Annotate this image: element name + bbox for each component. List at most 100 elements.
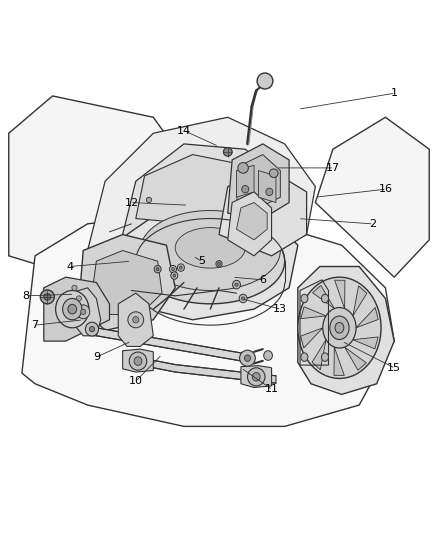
- Polygon shape: [301, 307, 326, 319]
- Polygon shape: [315, 117, 429, 277]
- Polygon shape: [300, 328, 323, 348]
- Polygon shape: [345, 347, 366, 370]
- Ellipse shape: [56, 290, 89, 328]
- Polygon shape: [353, 337, 378, 349]
- Ellipse shape: [216, 261, 222, 267]
- Polygon shape: [44, 277, 110, 341]
- Ellipse shape: [146, 197, 152, 203]
- Polygon shape: [258, 171, 276, 203]
- Ellipse shape: [129, 352, 147, 370]
- Ellipse shape: [140, 211, 280, 290]
- Ellipse shape: [44, 294, 51, 300]
- Ellipse shape: [171, 272, 178, 279]
- Text: 16: 16: [378, 184, 392, 194]
- Ellipse shape: [77, 305, 90, 319]
- Polygon shape: [241, 366, 272, 387]
- Ellipse shape: [177, 264, 184, 271]
- Text: 17: 17: [326, 163, 340, 173]
- Ellipse shape: [180, 266, 182, 269]
- Polygon shape: [79, 235, 175, 330]
- Ellipse shape: [239, 294, 247, 303]
- Ellipse shape: [72, 285, 77, 290]
- Polygon shape: [334, 347, 344, 375]
- Ellipse shape: [242, 185, 249, 193]
- Ellipse shape: [257, 73, 273, 89]
- Text: 10: 10: [129, 376, 143, 386]
- Polygon shape: [228, 144, 289, 219]
- Ellipse shape: [85, 322, 99, 336]
- Polygon shape: [312, 340, 326, 370]
- Polygon shape: [237, 203, 267, 240]
- Polygon shape: [70, 288, 101, 336]
- Ellipse shape: [238, 163, 248, 173]
- Ellipse shape: [173, 274, 176, 277]
- Ellipse shape: [235, 283, 238, 286]
- Text: 12: 12: [124, 198, 138, 207]
- Polygon shape: [88, 117, 315, 272]
- Ellipse shape: [81, 309, 86, 314]
- Polygon shape: [123, 144, 285, 256]
- Text: 15: 15: [387, 363, 401, 373]
- Ellipse shape: [74, 306, 79, 312]
- Polygon shape: [118, 293, 153, 346]
- Polygon shape: [237, 155, 280, 208]
- Polygon shape: [313, 286, 334, 309]
- Polygon shape: [88, 325, 250, 362]
- Ellipse shape: [241, 297, 245, 300]
- Ellipse shape: [175, 228, 245, 268]
- Ellipse shape: [269, 169, 278, 177]
- Text: 14: 14: [177, 126, 191, 135]
- Text: 9: 9: [93, 352, 100, 362]
- Ellipse shape: [252, 373, 260, 381]
- Ellipse shape: [63, 298, 82, 320]
- Polygon shape: [123, 203, 298, 320]
- Polygon shape: [9, 96, 184, 266]
- Ellipse shape: [134, 357, 142, 366]
- Ellipse shape: [233, 280, 240, 289]
- Polygon shape: [353, 286, 367, 316]
- Ellipse shape: [156, 268, 159, 271]
- Polygon shape: [136, 155, 245, 224]
- Ellipse shape: [128, 312, 144, 328]
- Ellipse shape: [247, 368, 265, 386]
- Ellipse shape: [218, 262, 220, 265]
- Polygon shape: [123, 349, 153, 372]
- Ellipse shape: [223, 148, 232, 156]
- Text: 11: 11: [265, 384, 279, 394]
- Polygon shape: [335, 280, 345, 309]
- Text: 6: 6: [259, 275, 266, 285]
- Ellipse shape: [133, 317, 139, 323]
- Polygon shape: [237, 165, 254, 197]
- Ellipse shape: [264, 351, 272, 360]
- Text: 5: 5: [198, 256, 205, 266]
- Polygon shape: [298, 266, 394, 394]
- Ellipse shape: [330, 316, 349, 340]
- Polygon shape: [356, 308, 378, 328]
- Ellipse shape: [323, 308, 356, 348]
- Ellipse shape: [40, 290, 54, 304]
- Ellipse shape: [89, 326, 95, 332]
- Ellipse shape: [68, 304, 77, 314]
- Ellipse shape: [170, 265, 177, 273]
- Polygon shape: [228, 192, 272, 256]
- Ellipse shape: [335, 322, 344, 333]
- Polygon shape: [219, 171, 307, 256]
- Polygon shape: [22, 213, 394, 426]
- Ellipse shape: [76, 296, 81, 301]
- Ellipse shape: [301, 294, 308, 303]
- Polygon shape: [131, 356, 276, 383]
- Ellipse shape: [136, 219, 285, 304]
- Text: 2: 2: [369, 219, 376, 229]
- Ellipse shape: [266, 188, 273, 196]
- Polygon shape: [92, 251, 162, 314]
- Ellipse shape: [321, 294, 328, 303]
- Ellipse shape: [244, 355, 251, 361]
- Ellipse shape: [301, 353, 308, 361]
- Ellipse shape: [240, 350, 255, 366]
- Text: 1: 1: [391, 88, 398, 98]
- Ellipse shape: [154, 265, 161, 273]
- Text: 7: 7: [32, 320, 39, 330]
- Text: 8: 8: [23, 291, 30, 301]
- Ellipse shape: [321, 353, 328, 361]
- Text: 13: 13: [273, 304, 287, 314]
